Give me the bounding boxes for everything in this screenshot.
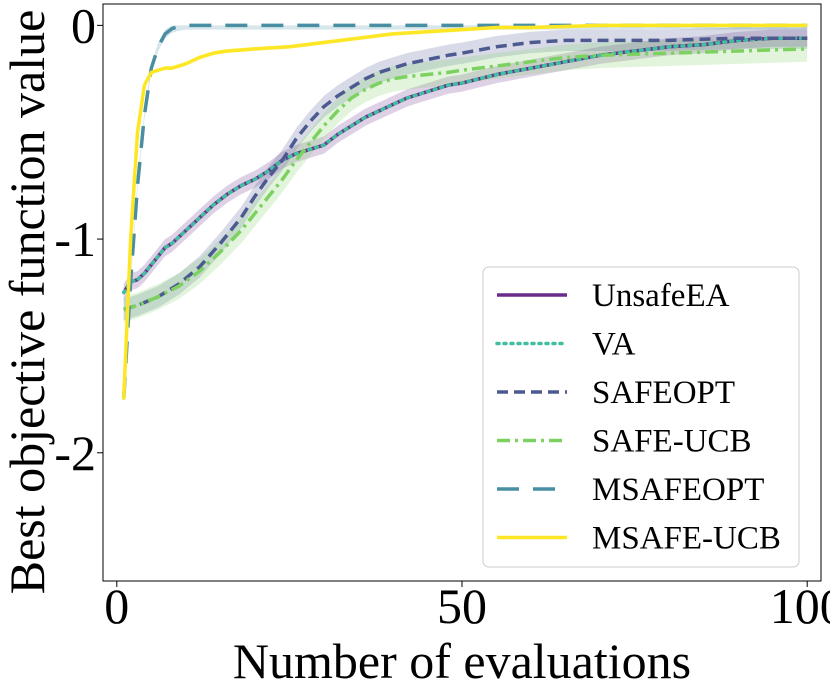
series-line-va (121, 36, 809, 295)
legend-label-msafeopt: MSAFEOPT (592, 472, 764, 508)
y-axis-title: Best objective function value (0, 10, 55, 595)
legend: UnsafeEA VA SAFEOPT SAFE-UCB MSAFEOPT MSAFE-U… (482, 266, 800, 568)
x-axis-title: Number of evaluations (233, 633, 691, 689)
legend-label-msafe-ucb: MSAFE-UCB (592, 521, 781, 557)
x-tick-label: 50 (437, 578, 487, 634)
x-tick-label: 0 (104, 578, 129, 634)
y-tick-label: 0 (71, 0, 96, 53)
series-line-safe-ucb (123, 47, 808, 312)
legend-label-safe-ucb: SAFE-UCB (592, 424, 752, 460)
series-line-safeopt (123, 36, 808, 312)
x-tick-label: 100 (770, 578, 830, 634)
axis-ticks: 0 50 100 0 -1 -2 (54, 0, 830, 634)
legend-label-va: VA (592, 327, 636, 363)
band-msafe-ucb (123, 25, 808, 402)
legend-label-unsafeea: UnsafeEA (592, 278, 730, 314)
y-tick-label: -1 (54, 211, 96, 267)
series-lines (121, 23, 809, 400)
legend-label-safeopt: SAFEOPT (592, 375, 735, 411)
y-tick-label: -2 (54, 425, 96, 481)
series-line-msafe-ucb (121, 23, 808, 400)
series-line-msafeopt (121, 23, 808, 400)
